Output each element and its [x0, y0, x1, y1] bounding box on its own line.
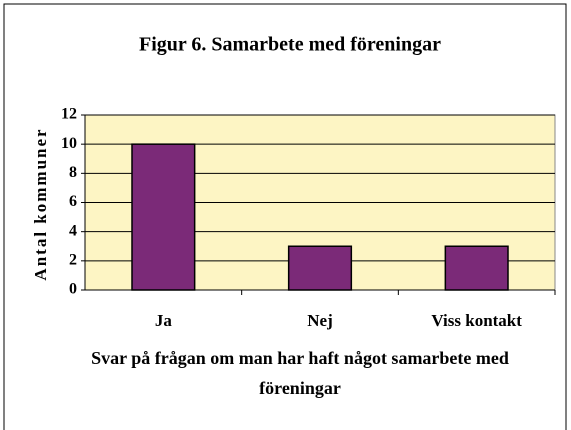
y-tick-label: 2 [69, 252, 77, 269]
x-tick-label: Viss kontakt [431, 311, 522, 330]
chart-title: Figur 6. Samarbete med föreningar [139, 34, 441, 56]
x-tick-label: Ja [155, 311, 173, 330]
bar [444, 245, 509, 291]
y-tick-label: 12 [61, 106, 77, 123]
bar [131, 143, 196, 291]
y-tick-label: 10 [61, 135, 77, 152]
x-axis-label: Svar på frågan om man har haft något sam… [91, 348, 509, 398]
bar [287, 245, 353, 291]
y-tick-label: 0 [69, 281, 77, 298]
x-tick-label: Nej [307, 311, 332, 330]
y-axis-label: Antal kommuner [31, 127, 50, 280]
y-tick-label: 6 [69, 193, 77, 210]
y-tick-label: 4 [69, 222, 77, 239]
y-tick-label: 8 [69, 164, 77, 181]
